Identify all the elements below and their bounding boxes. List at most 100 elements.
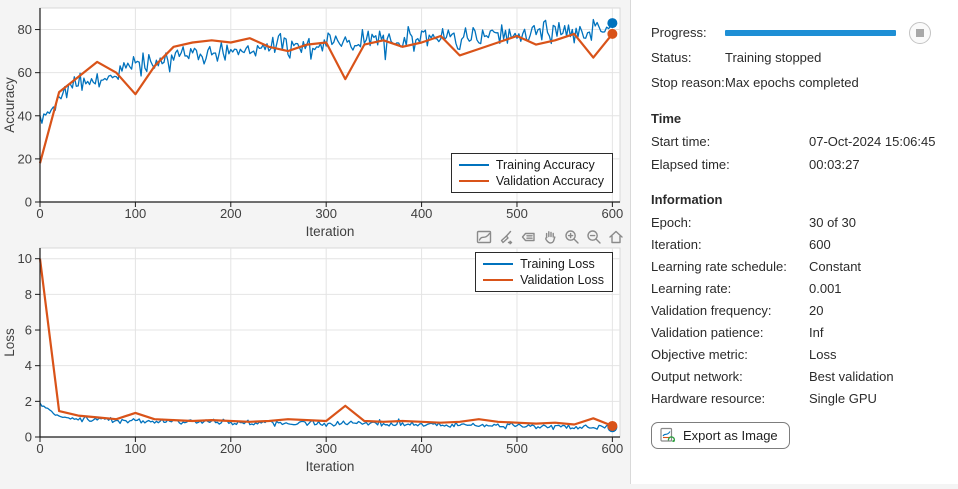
time-section-header: Time <box>651 111 682 126</box>
svg-text:Iteration: Iteration <box>306 224 355 239</box>
legend-label: Validation Loss <box>520 273 604 287</box>
learning-rate-value: 0.001 <box>809 280 842 296</box>
legend-label: Training Loss <box>520 257 595 271</box>
training-accuracy-swatch <box>458 164 489 166</box>
objective-metric-label: Objective metric: <box>651 346 748 362</box>
info-row: Objective metric: Loss <box>651 343 950 365</box>
svg-text:200: 200 <box>220 441 242 456</box>
output-network-label: Output network: <box>651 368 743 384</box>
svg-text:400: 400 <box>411 441 433 456</box>
datatips-icon[interactable] <box>517 226 538 247</box>
stop-reason-value: Max epochs completed <box>725 75 859 90</box>
learning-rate-label: Learning rate: <box>651 280 732 296</box>
iteration-label: Iteration: <box>651 236 702 252</box>
info-row: Epoch: 30 of 30 <box>651 211 950 233</box>
validation-loss-swatch <box>483 279 514 281</box>
svg-text:Accuracy: Accuracy <box>2 77 17 133</box>
start-time-value: 07-Oct-2024 15:06:45 <box>809 134 936 149</box>
stop-reason-row: Stop reason: Max epochs completed <box>651 70 950 95</box>
elapsed-time-label: Elapsed time: <box>651 157 730 172</box>
zoom-out-icon[interactable] <box>583 226 604 247</box>
status-row: Status: Training stopped <box>651 45 950 70</box>
lr-schedule-value: Constant <box>809 258 862 274</box>
svg-text:0: 0 <box>25 430 32 445</box>
stop-icon <box>916 28 924 37</box>
svg-text:600: 600 <box>602 441 624 456</box>
svg-text:80: 80 <box>18 22 32 37</box>
status-label: Status: <box>651 50 692 65</box>
svg-text:2: 2 <box>25 394 32 409</box>
info-row: Learning rate schedule: Constant <box>651 255 950 277</box>
loss-legend: Training Loss Validation Loss <box>475 252 613 292</box>
epoch-label: Epoch: <box>651 214 692 230</box>
charts-area: 0 100 200 300 400 500 600 0 20 40 60 80 Iteration Acc… <box>2 7 626 474</box>
info-row: Validation patience: Inf <box>651 321 950 343</box>
axes-toolbar <box>473 226 626 247</box>
time-row: Start time: 07-Oct-2024 15:06:45 <box>651 130 950 153</box>
svg-text:200: 200 <box>220 206 242 221</box>
objective-metric-value: Loss <box>809 346 837 362</box>
time-row: Elapsed time: 00:03:27 <box>651 153 950 176</box>
lr-schedule-label: Learning rate schedule: <box>651 258 787 274</box>
info-panel: Progress: Status: Training stopped Stop … <box>630 0 958 484</box>
svg-text:4: 4 <box>25 358 32 373</box>
hardware-resource-value: Single GPU <box>809 390 877 406</box>
legend-item: Training Accuracy <box>458 157 604 173</box>
svg-text:40: 40 <box>18 108 32 123</box>
svg-text:500: 500 <box>506 206 528 221</box>
zoom-in-icon[interactable] <box>561 226 582 247</box>
progress-bar-fill <box>725 30 896 36</box>
validation-patience-value: Inf <box>809 324 824 340</box>
accuracy-legend: Training Accuracy Validation Accuracy <box>450 153 613 193</box>
elapsed-time-value: 00:03:27 <box>809 157 860 172</box>
legend-label: Validation Accuracy <box>495 174 604 188</box>
stop-reason-label: Stop reason: <box>651 75 725 90</box>
hardware-resource-label: Hardware resource: <box>651 390 766 406</box>
svg-text:0: 0 <box>36 206 43 221</box>
info-row: Iteration: 600 <box>651 233 950 255</box>
restore-view-icon[interactable] <box>605 226 626 247</box>
svg-text:8: 8 <box>25 287 32 302</box>
output-network-value: Best validation <box>809 368 894 384</box>
legend-item: Validation Loss <box>483 272 604 288</box>
progress-row: Progress: <box>651 20 950 45</box>
svg-text:100: 100 <box>125 206 147 221</box>
svg-text:10: 10 <box>18 251 32 266</box>
start-time-label: Start time: <box>651 134 711 149</box>
pan-icon[interactable] <box>539 226 560 247</box>
info-row: Hardware resource: Single GPU <box>651 387 950 409</box>
iteration-value: 600 <box>809 236 831 252</box>
svg-text:6: 6 <box>25 323 32 338</box>
validation-accuracy-swatch <box>458 180 489 182</box>
svg-text:0: 0 <box>36 441 43 456</box>
validation-frequency-label: Validation frequency: <box>651 302 772 318</box>
training-loss-swatch <box>483 263 514 265</box>
info-row: Validation frequency: 20 <box>651 299 950 321</box>
svg-text:Loss: Loss <box>2 328 17 357</box>
validation-frequency-value: 20 <box>809 302 824 318</box>
legend-item: Training Loss <box>483 256 604 272</box>
stop-button[interactable] <box>909 21 931 44</box>
info-row: Learning rate: 0.001 <box>651 277 950 299</box>
export-plot-icon[interactable] <box>473 226 494 247</box>
svg-text:300: 300 <box>315 206 337 221</box>
brush-icon[interactable] <box>495 226 516 247</box>
svg-text:0: 0 <box>25 195 32 210</box>
svg-text:20: 20 <box>18 151 32 166</box>
export-as-image-button[interactable]: Export as Image <box>651 422 790 449</box>
svg-text:400: 400 <box>411 206 433 221</box>
export-button-label: Export as Image <box>683 428 778 443</box>
progress-label: Progress: <box>651 25 707 40</box>
legend-item: Validation Accuracy <box>458 173 604 189</box>
export-image-icon <box>660 427 676 443</box>
information-section-header: Information <box>651 192 723 207</box>
svg-text:Iteration: Iteration <box>306 459 355 474</box>
validation-patience-label: Validation patience: <box>651 324 764 340</box>
legend-label: Training Accuracy <box>495 158 595 172</box>
svg-text:500: 500 <box>506 441 528 456</box>
epoch-value: 30 of 30 <box>809 214 856 230</box>
status-value: Training stopped <box>725 50 822 65</box>
progress-bar <box>725 30 896 36</box>
svg-text:60: 60 <box>18 65 32 80</box>
